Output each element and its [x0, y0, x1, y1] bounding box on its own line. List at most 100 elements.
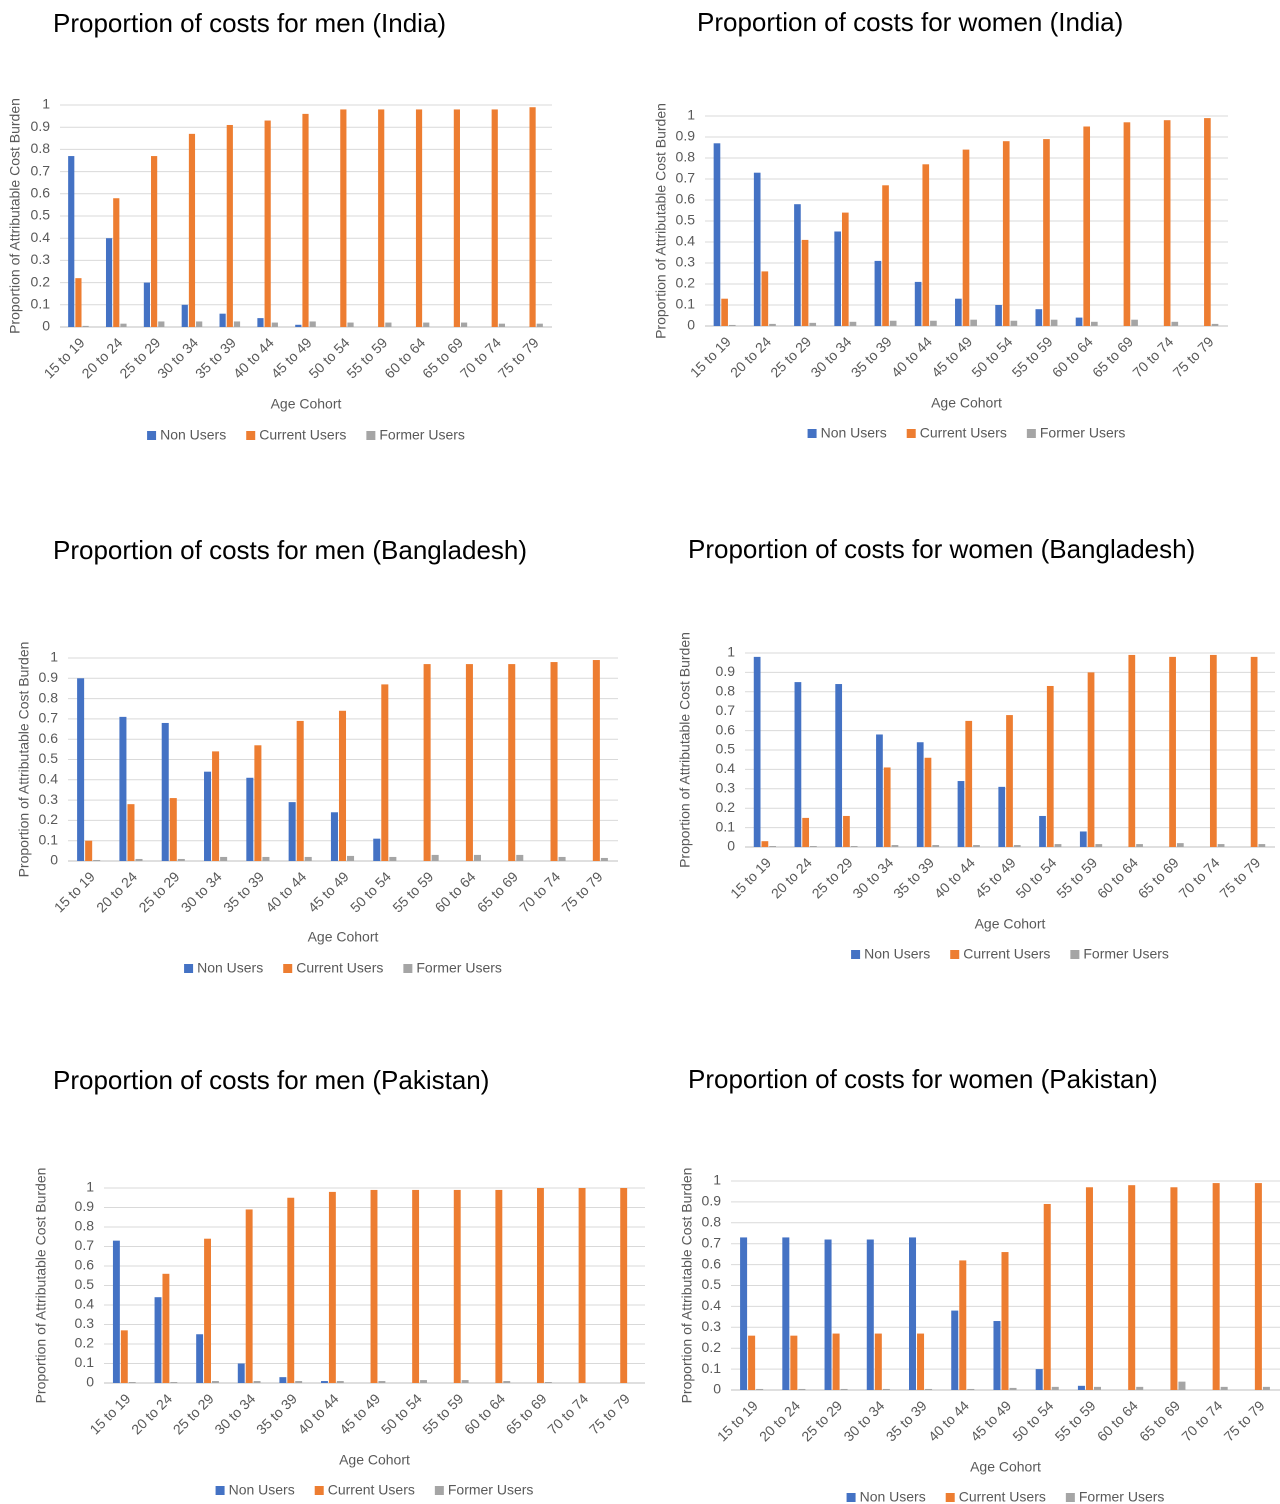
- bar: [876, 734, 883, 847]
- y-tick-label: 0.3: [716, 780, 736, 796]
- chart: Proportion of costs for men (India) 0 0.1 0…: [7, 8, 552, 443]
- bar: [120, 323, 127, 327]
- x-tick-label: 45 to 49: [972, 854, 1019, 901]
- x-tick-label: 55 to 59: [389, 868, 436, 915]
- bar: [955, 298, 962, 326]
- bar: [295, 324, 302, 327]
- bar: [1035, 309, 1043, 326]
- bar: [962, 149, 970, 326]
- x-axis-label: Age Cohort: [271, 396, 342, 412]
- x-tick-label: 35 to 39: [253, 1390, 300, 1437]
- x-tick-label: 20 to 24: [93, 868, 140, 915]
- x-tick-label: 45 to 49: [928, 333, 975, 380]
- y-tick-label: 0.4: [31, 229, 51, 245]
- bar: [1212, 1183, 1220, 1390]
- legend-swatch: [1026, 429, 1036, 438]
- x-tick-label: 70 to 74: [1129, 333, 1176, 380]
- x-tick-label: 25 to 29: [170, 1390, 217, 1437]
- bar: [304, 856, 312, 861]
- y-tick-label: 0.4: [676, 233, 696, 249]
- bar: [529, 107, 536, 327]
- y-tick-label: 0.3: [702, 1318, 722, 1334]
- x-tick-label: 25 to 29: [798, 1397, 845, 1444]
- legend-swatch: [403, 964, 413, 973]
- bar: [794, 204, 801, 326]
- bar: [1254, 1183, 1262, 1390]
- chart: Proportion of costs for women (India) 0 0.…: [653, 7, 1228, 441]
- bar: [309, 321, 316, 327]
- chart: Proportion of costs for men (Bangladesh)…: [16, 535, 618, 976]
- legend: Non Users Current Users Former Users: [846, 1489, 1164, 1504]
- x-tick-label: 20 to 24: [768, 854, 815, 901]
- legend-label: Non Users: [860, 1489, 926, 1504]
- bar: [495, 1189, 503, 1383]
- bar: [916, 742, 924, 847]
- bar: [951, 1310, 959, 1390]
- legend-swatch: [147, 431, 157, 440]
- bar: [330, 812, 338, 861]
- bar: [874, 1333, 882, 1390]
- legend-label: Current Users: [296, 960, 383, 976]
- legend-label: Former Users: [1083, 946, 1169, 962]
- bar: [412, 1189, 420, 1383]
- y-tick-label: 0.7: [75, 1237, 95, 1253]
- x-tick-label: 30 to 34: [840, 1397, 887, 1444]
- bar: [154, 1297, 162, 1383]
- y-tick-label: 0.8: [31, 140, 51, 156]
- bar: [965, 720, 973, 847]
- bar: [840, 1388, 848, 1390]
- chart-title: Proportion of costs for women (India): [697, 7, 1123, 37]
- bar: [212, 751, 220, 861]
- bar: [824, 1239, 832, 1390]
- legend-label: Former Users: [416, 960, 502, 976]
- bar: [68, 156, 75, 327]
- bar: [753, 172, 761, 326]
- bar: [233, 321, 241, 327]
- y-tick-label: 0: [50, 852, 58, 868]
- bar: [794, 682, 802, 847]
- bar: [161, 722, 169, 861]
- x-tick-label: 40 to 44: [888, 333, 935, 380]
- y-tick-label: 0.8: [676, 149, 696, 165]
- bar: [970, 319, 977, 326]
- x-tick-label: 35 to 39: [883, 1397, 930, 1444]
- bar: [1095, 844, 1103, 847]
- x-tick-label: 40 to 44: [230, 334, 277, 381]
- x-tick-label: 60 to 64: [1049, 333, 1096, 380]
- y-tick-label: 0.8: [75, 1218, 95, 1234]
- chart-title: Proportion of costs for women (Banglades…: [688, 534, 1195, 564]
- bar: [1002, 141, 1010, 326]
- y-tick-label: 0.6: [702, 1255, 722, 1271]
- bar: [204, 771, 212, 861]
- bar: [177, 858, 185, 861]
- bar: [753, 656, 761, 847]
- bar: [889, 320, 897, 326]
- y-tick-label: 0.6: [39, 730, 59, 746]
- bar: [220, 856, 228, 861]
- x-tick-label: 65 to 69: [474, 868, 521, 915]
- x-tick-label: 60 to 64: [1094, 854, 1141, 901]
- y-tick-label: 0: [86, 1374, 94, 1390]
- y-tick-label: 0.6: [31, 185, 51, 201]
- bar: [1250, 656, 1258, 847]
- bar: [1087, 672, 1095, 847]
- bar: [924, 757, 932, 847]
- y-tick-label: 1: [727, 644, 735, 660]
- y-axis-label: Proportion of Attributable Cost Burden: [16, 642, 32, 878]
- legend-label: Current Users: [963, 946, 1050, 962]
- y-tick-label: 0.5: [75, 1276, 95, 1292]
- bar: [761, 271, 769, 326]
- y-tick-label: 1: [713, 1172, 721, 1188]
- legend-swatch: [366, 431, 376, 440]
- y-tick-label: 0: [687, 317, 695, 333]
- x-tick-label: 15 to 19: [727, 854, 774, 901]
- x-tick-label: 65 to 69: [503, 1390, 550, 1437]
- x-axis-label: Age Cohort: [931, 395, 1002, 411]
- x-tick-label: 50 to 54: [1009, 1397, 1056, 1444]
- bar: [721, 298, 728, 326]
- bar: [75, 278, 82, 327]
- bar: [415, 109, 423, 327]
- bar: [756, 1388, 764, 1390]
- legend-label: Former Users: [448, 1482, 534, 1498]
- bar: [728, 324, 736, 326]
